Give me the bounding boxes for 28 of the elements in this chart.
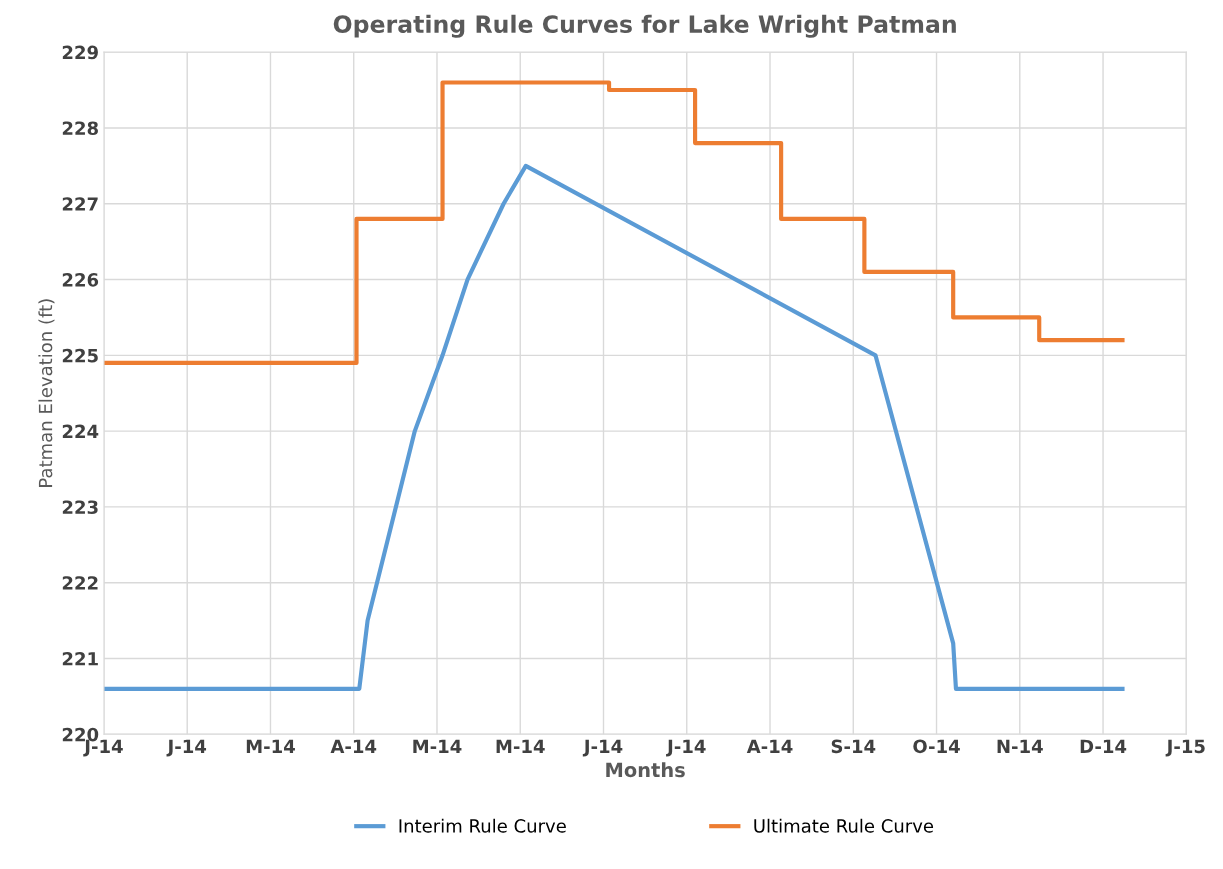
y-axis-title: Patman Elevation (ft) [38, 299, 55, 487]
y-tick-label: 221 [62, 651, 98, 666]
legend-label: Interim Rule Curve [399, 818, 566, 833]
y-tick-label: 228 [62, 121, 98, 136]
x-tick-label: N-14 [997, 739, 1043, 753]
chart-title: Operating Rule Curves for Lake Wright Patman [333, 14, 956, 38]
legend-label: Ultimate Rule Curve [754, 818, 934, 833]
x-tick-label: J-14 [666, 739, 706, 757]
x-axis-title: Months [606, 762, 685, 778]
y-tick-label: 223 [62, 500, 98, 515]
y-tick-label: 224 [62, 424, 99, 438]
y-tick-label: 227 [62, 197, 98, 211]
x-tick-label: A-14 [746, 739, 793, 753]
x-tick-label: A-14 [330, 739, 377, 753]
y-tick-label: 222 [62, 576, 98, 590]
x-tick-label: J-14 [582, 739, 623, 757]
y-tick-label: 229 [62, 45, 98, 60]
y-tick-label: 225 [62, 348, 98, 363]
y-tick-label: 226 [62, 272, 99, 287]
line-series [103, 163, 1125, 691]
x-tick-label: J-14 [166, 739, 207, 757]
x-tick-label: D-14 [1080, 739, 1127, 753]
x-tick-label: S-14 [831, 739, 876, 754]
x-tick-label: O-14 [913, 739, 960, 754]
x-tick-label: M-14 [496, 739, 545, 753]
x-tick-label: J-15 [1165, 739, 1205, 757]
x-tick-label: M-14 [246, 739, 295, 753]
x-tick-label: M-14 [413, 739, 462, 753]
